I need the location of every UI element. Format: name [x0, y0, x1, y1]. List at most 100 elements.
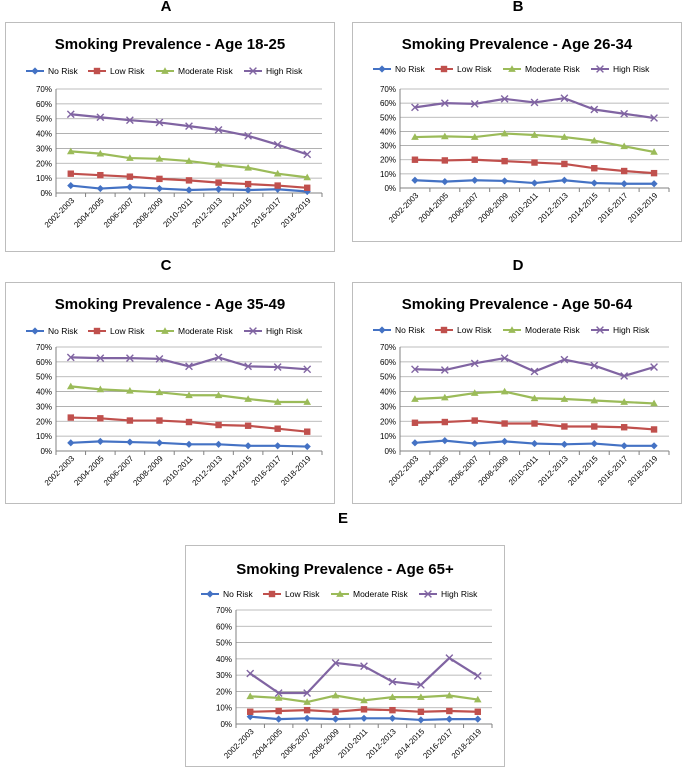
data-point-moderate-risk [96, 385, 105, 393]
x-tick-label: 2004-2005 [417, 191, 451, 225]
panel-letter-c: C [160, 257, 172, 274]
x-tick-label: 2018-2019 [279, 454, 313, 488]
y-tick-label: 10% [380, 170, 396, 179]
legend-label: Low Risk [457, 325, 492, 335]
data-point-no-risk [126, 438, 134, 446]
x-tick-label: 2018-2019 [626, 191, 660, 225]
legend-item-moderate-risk: Moderate Risk [156, 66, 234, 76]
x-tick-label: 2010-2011 [161, 454, 194, 487]
data-point-high-risk [650, 363, 658, 371]
legend-label: Moderate Risk [178, 66, 234, 76]
legend-item-high-risk: High Risk [244, 326, 303, 336]
data-point-moderate-risk [473, 695, 482, 703]
legend-label: High Risk [613, 325, 650, 335]
y-tick-label: 70% [36, 85, 52, 94]
data-point-no-risk [411, 176, 419, 184]
data-point-no-risk [185, 440, 193, 448]
data-point-moderate-risk [411, 395, 419, 402]
data-point-moderate-risk [560, 133, 569, 140]
y-tick-label: 0% [40, 447, 52, 456]
y-tick-label: 60% [36, 358, 52, 367]
data-point-high-risk [440, 366, 449, 374]
data-point-high-risk [500, 95, 509, 103]
y-tick-label: 10% [216, 704, 232, 713]
y-tick-label: 40% [380, 127, 396, 136]
data-point-high-risk [244, 131, 253, 140]
data-point-high-risk [650, 114, 658, 122]
data-point-moderate-risk [185, 157, 193, 164]
chart-panel-e: Smoking Prevalence - Age 65+ No Risk Low R… [185, 545, 505, 767]
data-point-no-risk [471, 439, 479, 448]
chart-panel-d: Smoking Prevalence - Age 50-64 No Risk Low… [352, 282, 682, 504]
data-point-low-risk [156, 417, 163, 424]
data-point-moderate-risk [273, 398, 282, 405]
data-point-low-risk [215, 179, 222, 186]
legend-marker [424, 590, 432, 598]
data-point-no-risk [155, 439, 164, 447]
legend-marker [268, 590, 276, 598]
y-tick-label: 20% [216, 687, 232, 696]
legend-label: High Risk [441, 589, 478, 599]
data-point-no-risk [67, 181, 75, 190]
x-tick-label: 2004-2005 [417, 454, 451, 488]
legend-label: Moderate Risk [178, 326, 234, 336]
legend-marker [336, 590, 344, 597]
data-point-moderate-risk [650, 148, 658, 155]
data-point-moderate-risk [441, 132, 449, 140]
data-point-high-risk [500, 354, 509, 363]
data-point-high-risk [274, 689, 283, 697]
y-tick-label: 70% [36, 343, 52, 352]
data-point-moderate-risk [560, 395, 569, 402]
data-point-no-risk [244, 442, 252, 450]
legend-label: No Risk [48, 326, 79, 336]
data-point-low-risk [304, 428, 311, 435]
data-point-low-risk [620, 424, 628, 431]
legend-label: High Risk [266, 66, 303, 76]
legend-label: High Risk [613, 64, 650, 74]
x-tick-label: 2002-2003 [387, 454, 421, 488]
data-point-moderate-risk [66, 382, 75, 390]
data-point-high-risk [331, 659, 340, 667]
data-point-no-risk [96, 184, 104, 193]
data-point-low-risk [531, 420, 538, 427]
data-point-low-risk [471, 156, 478, 163]
data-point-low-risk [156, 175, 163, 183]
x-tick-label: 2010-2011 [507, 454, 540, 487]
data-point-low-risk [591, 165, 598, 172]
data-point-high-risk [470, 359, 479, 368]
chart-svg-c: Smoking Prevalence - Age 35-49 No Risk Low… [26, 296, 323, 488]
data-point-moderate-risk [590, 136, 599, 144]
legend-item-moderate-risk: Moderate Risk [503, 64, 581, 74]
data-point-no-risk [471, 176, 479, 184]
chart-svg-d: Smoking Prevalence - Age 50-64 No Risk Low… [373, 296, 670, 488]
legend-label: No Risk [48, 66, 79, 76]
y-tick-label: 0% [384, 184, 396, 193]
x-tick-label: 2012-2013 [191, 454, 225, 488]
legend-label: Moderate Risk [353, 589, 409, 599]
data-point-high-risk [590, 105, 599, 114]
data-point-low-risk [650, 169, 658, 177]
x-tick-label: 2004-2005 [72, 196, 106, 230]
y-tick-label: 60% [380, 358, 396, 367]
legend-item-no-risk: No Risk [26, 66, 79, 76]
y-tick-label: 30% [216, 671, 232, 680]
series-line-high-risk [414, 97, 655, 120]
data-point-low-risk [389, 706, 396, 714]
data-point-moderate-risk [620, 142, 628, 150]
data-point-low-risk [185, 177, 193, 184]
legend-label: Moderate Risk [525, 325, 581, 335]
legend-item-low-risk: Low Risk [435, 64, 492, 74]
panel-letter-a: A [160, 0, 172, 15]
y-tick-label: 10% [36, 174, 52, 183]
x-tick-label: 2002-2003 [43, 454, 77, 488]
data-point-low-risk [126, 173, 134, 180]
x-tick-label: 2014-2015 [566, 191, 600, 225]
data-point-no-risk [275, 715, 283, 723]
data-point-high-risk [620, 109, 629, 118]
y-tick-label: 60% [380, 99, 396, 108]
legend-marker [440, 65, 448, 73]
data-point-moderate-risk [441, 393, 449, 401]
chart-title: Smoking Prevalence - Age 50-64 [402, 296, 633, 313]
legend-item-no-risk: No Risk [373, 325, 426, 335]
y-tick-label: 30% [36, 402, 52, 411]
